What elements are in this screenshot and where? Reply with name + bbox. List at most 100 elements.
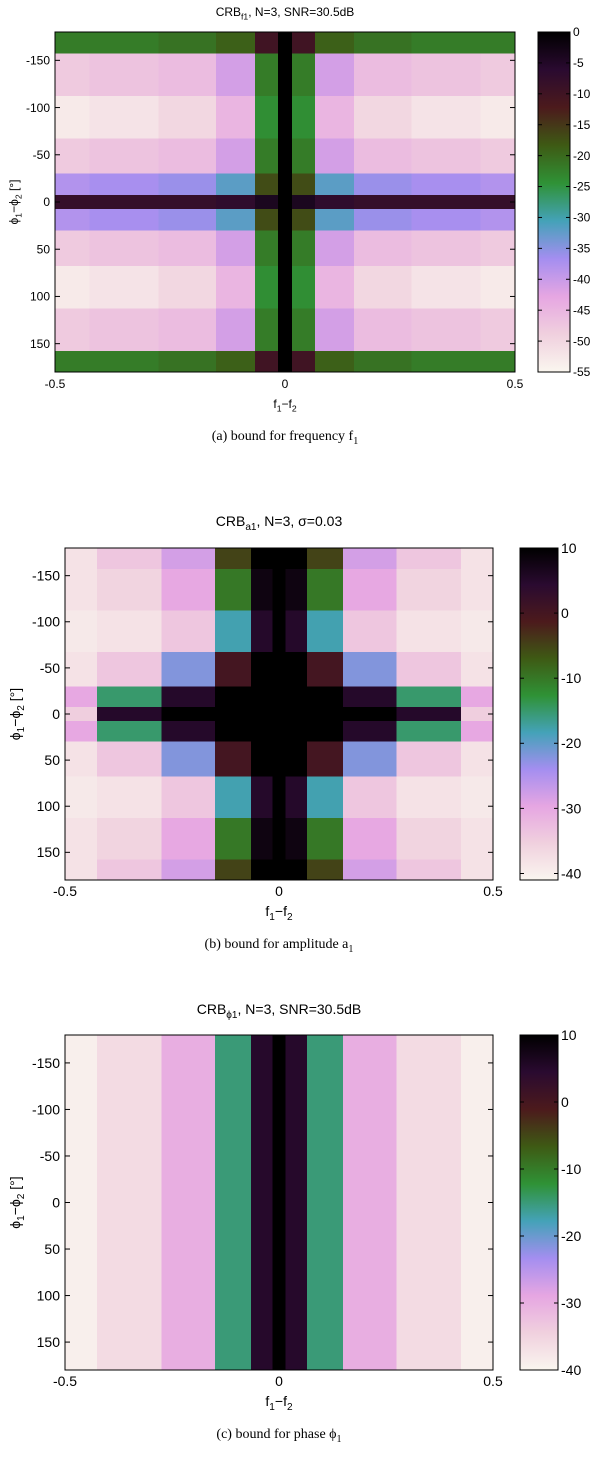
y-axis-label-part: [°]: [7, 688, 23, 705]
heat-cell: [343, 1349, 398, 1371]
heat-cell: [480, 32, 516, 54]
heat-cell: [343, 1307, 398, 1350]
heat-cell: [158, 32, 217, 54]
heat-cell: [65, 1209, 98, 1231]
heat-cell: [343, 686, 398, 708]
heat-cell: [214, 776, 252, 819]
heat-cell: [396, 1139, 462, 1176]
heat-cell: [343, 1035, 398, 1057]
heat-cell: [291, 32, 316, 54]
heat-cell: [65, 651, 98, 687]
heat-cell: [214, 1097, 252, 1141]
heat-cell: [343, 651, 398, 687]
heat-cell: [291, 265, 316, 309]
heat-cell: [460, 720, 494, 743]
heat-cell: [97, 776, 162, 819]
colorbar-label: -40: [573, 272, 591, 286]
heat-cell: [97, 651, 162, 687]
y-tick-label: -150: [26, 54, 50, 68]
heat-cell: [343, 610, 398, 653]
heat-cell: [272, 1174, 286, 1197]
y-tick-label: -150: [32, 1055, 60, 1071]
heat-cell: [306, 548, 344, 570]
heat-cell: [314, 350, 355, 373]
heat-cell: [396, 817, 462, 860]
heat-cell: [89, 32, 159, 54]
colorbar-label: -10: [561, 670, 581, 686]
heat-cell: [460, 686, 494, 708]
y-tick-label: 50: [37, 242, 51, 256]
heat-cell: [216, 308, 256, 352]
heat-cell: [291, 209, 316, 231]
heat-cell: [214, 1055, 252, 1099]
y-axis-label: ϕ1−ϕ2 [°]: [7, 1176, 27, 1228]
heat-cell: [396, 720, 462, 743]
heat-cell: [97, 741, 162, 777]
heat-cell: [396, 1097, 462, 1141]
heat-cell: [65, 548, 98, 570]
y-tick-label: 150: [30, 337, 50, 351]
heat-cell: [216, 209, 256, 231]
colorbar: [519, 1034, 559, 1371]
heat-cell: [214, 1230, 252, 1266]
heat-cell: [161, 741, 216, 777]
heat-cell: [460, 1265, 494, 1308]
heat-cell: [460, 1349, 494, 1371]
heat-cell: [343, 817, 398, 860]
heat-cell: [272, 1349, 286, 1371]
heat-cell: [306, 568, 344, 611]
heat-cell: [214, 1307, 252, 1350]
x-axis-label-part: 1: [269, 912, 275, 923]
heat-cell: [214, 1035, 252, 1057]
heat-cell: [480, 53, 516, 97]
heat-cell: [214, 707, 252, 722]
heat-cell: [161, 651, 216, 687]
chart-title: CRBf1, N=3, SNR=30.5dB: [216, 5, 355, 22]
heat-cell: [396, 859, 462, 881]
y-tick-label: 100: [37, 1287, 61, 1303]
heat-cell: [460, 1174, 494, 1197]
heat-cell: [354, 265, 412, 309]
heat-cell: [55, 53, 90, 97]
heat-cell: [396, 776, 462, 819]
heat-cell: [161, 1265, 216, 1308]
heat-cell: [278, 138, 293, 175]
heat-cell: [161, 1195, 216, 1210]
y-tick-label: 100: [37, 798, 61, 814]
heat-cell: [291, 53, 316, 97]
heat-cell: [55, 209, 90, 231]
heat-cell: [255, 32, 279, 54]
y-tick-label: -100: [32, 1101, 60, 1117]
x-tick-label: 0.5: [483, 883, 503, 899]
heat-cell: [55, 95, 90, 139]
heat-cell: [255, 265, 279, 309]
heat-cell: [411, 194, 481, 210]
heat-cell: [278, 32, 293, 54]
colorbar-label: 0: [573, 25, 580, 39]
y-axis-label-part: −ϕ: [7, 711, 23, 727]
heat-cell: [272, 610, 286, 653]
heat-cell: [272, 1035, 286, 1057]
heat-cell: [272, 1209, 286, 1231]
heat-cell: [97, 610, 162, 653]
heat-cell: [55, 265, 90, 309]
y-tick-label: -100: [32, 614, 60, 630]
heat-cell: [55, 32, 90, 54]
heat-cell: [65, 741, 98, 777]
y-axis-label-part: 1: [16, 1215, 27, 1221]
heat-cell: [65, 1174, 98, 1197]
heat-cell: [65, 568, 98, 611]
heat-cell: [343, 720, 398, 743]
heat-cell: [354, 32, 412, 54]
y-axis-label-part: 2: [16, 705, 27, 711]
heat-cell: [97, 817, 162, 860]
chart-title: CRBa1, N=3, σ=0.03: [216, 513, 343, 533]
heat-cell: [216, 350, 256, 373]
y-axis-label-part: ϕ: [7, 217, 21, 224]
chart-title-part: CRB: [216, 513, 246, 529]
heat-cell: [343, 1195, 398, 1210]
heat-cell: [97, 1307, 162, 1350]
colorbar-label: -25: [573, 180, 591, 194]
heat-cell: [216, 95, 256, 139]
heat-cell: [161, 548, 216, 570]
